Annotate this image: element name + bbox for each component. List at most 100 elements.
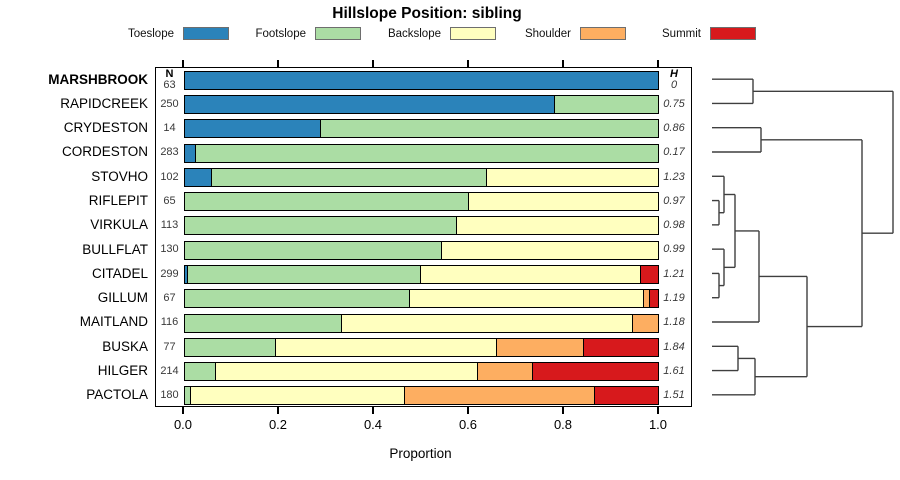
bar-segment-summit xyxy=(532,363,658,381)
axis-tick xyxy=(467,60,469,67)
bar-segment-toeslope xyxy=(185,265,188,283)
bar-segment-backslope xyxy=(409,290,643,308)
n-value: 102 xyxy=(160,170,179,183)
h-value: 0.86 xyxy=(663,121,685,134)
legend-item-backslope: Backslope xyxy=(330,26,496,41)
bar-segment-backslope xyxy=(420,265,640,283)
bar-segment-shoulder xyxy=(496,338,583,356)
bar-segment-backslope xyxy=(441,241,658,259)
h-value: 0.99 xyxy=(663,243,685,256)
bar-segment-summit xyxy=(582,338,658,356)
stacked-bar-rapidcreek xyxy=(184,94,659,114)
h-value: 1.19 xyxy=(663,291,685,304)
bar-segment-footslope xyxy=(185,217,457,235)
h-value: 1.61 xyxy=(663,364,685,377)
axis-tick xyxy=(657,60,659,67)
bar-segment-shoulder xyxy=(404,387,594,405)
h-value: 1.84 xyxy=(663,340,685,353)
bar-segment-footslope xyxy=(195,144,658,162)
bar-segment-footslope xyxy=(553,95,658,113)
axis-tick xyxy=(277,407,279,414)
stacked-bar-marshbrook xyxy=(184,70,659,90)
row-label-rapidcreek: RAPIDCREEK xyxy=(60,95,148,111)
bar-segment-footslope xyxy=(187,265,421,283)
bar-segment-footslope xyxy=(185,193,468,211)
h-column-header: H xyxy=(670,67,678,80)
legend-swatch xyxy=(710,27,756,40)
stacked-bar-cordeston xyxy=(184,143,659,163)
stacked-bar-gillum xyxy=(184,289,659,309)
axis-tick xyxy=(372,407,374,414)
stacked-bar-virkula xyxy=(184,216,659,236)
legend-swatch xyxy=(183,27,229,40)
bar-segment-toeslope xyxy=(185,120,320,138)
h-value: 0.97 xyxy=(663,194,685,207)
bar-segment-footslope xyxy=(185,387,190,405)
n-value: 130 xyxy=(160,243,179,256)
bar-segment-backslope xyxy=(215,363,478,381)
axis-tick xyxy=(562,407,564,414)
x-tick-label: 0.0 xyxy=(173,417,193,432)
chart-title: Hillslope Position: sibling xyxy=(332,5,522,22)
row-label-hilger: HILGER xyxy=(97,363,148,379)
row-label-gillum: GILLUM xyxy=(97,290,148,306)
n-value: 14 xyxy=(163,121,176,134)
n-value: 250 xyxy=(160,97,179,110)
row-label-marshbrook: MARSHBROOK xyxy=(48,71,148,87)
axis-tick xyxy=(182,407,184,414)
bar-segment-backslope xyxy=(189,387,405,405)
x-tick-label: 1.0 xyxy=(648,417,668,432)
axis-tick xyxy=(467,407,469,414)
legend-item-footslope: Footslope xyxy=(195,26,361,41)
bar-segment-toeslope xyxy=(185,168,211,186)
axis-tick xyxy=(182,60,184,67)
legend-item-summit: Summit xyxy=(590,26,756,41)
n-column-header: N xyxy=(165,67,174,80)
row-label-virkula: VIRKULA xyxy=(90,217,148,233)
row-label-stovho: STOVHO xyxy=(91,168,148,184)
n-value: 116 xyxy=(160,316,179,329)
bar-segment-summit xyxy=(640,265,658,283)
bar-segment-shoulder xyxy=(477,363,533,381)
stacked-bar-pactola xyxy=(184,386,659,406)
bar-segment-backslope xyxy=(467,193,658,211)
bar-segment-toeslope xyxy=(185,144,196,162)
bar-segment-summit xyxy=(648,290,658,308)
axis-tick xyxy=(277,60,279,67)
h-value: 1.51 xyxy=(663,389,685,402)
legend-item-toeslope: Toeslope xyxy=(63,26,229,41)
legend-swatch xyxy=(315,27,361,40)
legend-item-shoulder: Shoulder xyxy=(460,26,626,41)
n-value: 67 xyxy=(163,291,176,304)
axis-tick xyxy=(372,60,374,67)
n-value: 77 xyxy=(163,340,176,353)
axis-tick xyxy=(657,407,659,414)
n-value: 214 xyxy=(160,364,179,377)
bar-segment-shoulder xyxy=(632,314,658,332)
bar-segment-footslope xyxy=(185,241,442,259)
x-tick-label: 0.2 xyxy=(268,417,288,432)
legend-swatch xyxy=(580,27,626,40)
row-label-pactola: PACTOLA xyxy=(86,387,148,403)
legend-label: Toeslope xyxy=(127,27,174,40)
legend-label: Summit xyxy=(662,27,701,40)
row-label-crydeston: CRYDESTON xyxy=(63,120,148,136)
bar-segment-footslope xyxy=(185,314,342,332)
legend-label: Shoulder xyxy=(524,27,571,40)
stacked-bar-maitland xyxy=(184,313,659,333)
h-value: 1.21 xyxy=(663,267,685,280)
bar-segment-backslope xyxy=(341,314,633,332)
n-value: 180 xyxy=(160,389,179,402)
h-value: 0.98 xyxy=(663,219,685,232)
stacked-bar-hilger xyxy=(184,362,659,382)
bar-segment-footslope xyxy=(211,168,487,186)
bar-segment-toeslope xyxy=(185,95,554,113)
bar-segment-backslope xyxy=(274,338,497,356)
x-axis-title: Proportion xyxy=(389,446,452,461)
bar-segment-toeslope xyxy=(185,71,658,89)
row-label-citadel: CITADEL xyxy=(91,265,148,281)
legend-swatch xyxy=(450,27,496,40)
legend-label: Backslope xyxy=(387,27,441,40)
